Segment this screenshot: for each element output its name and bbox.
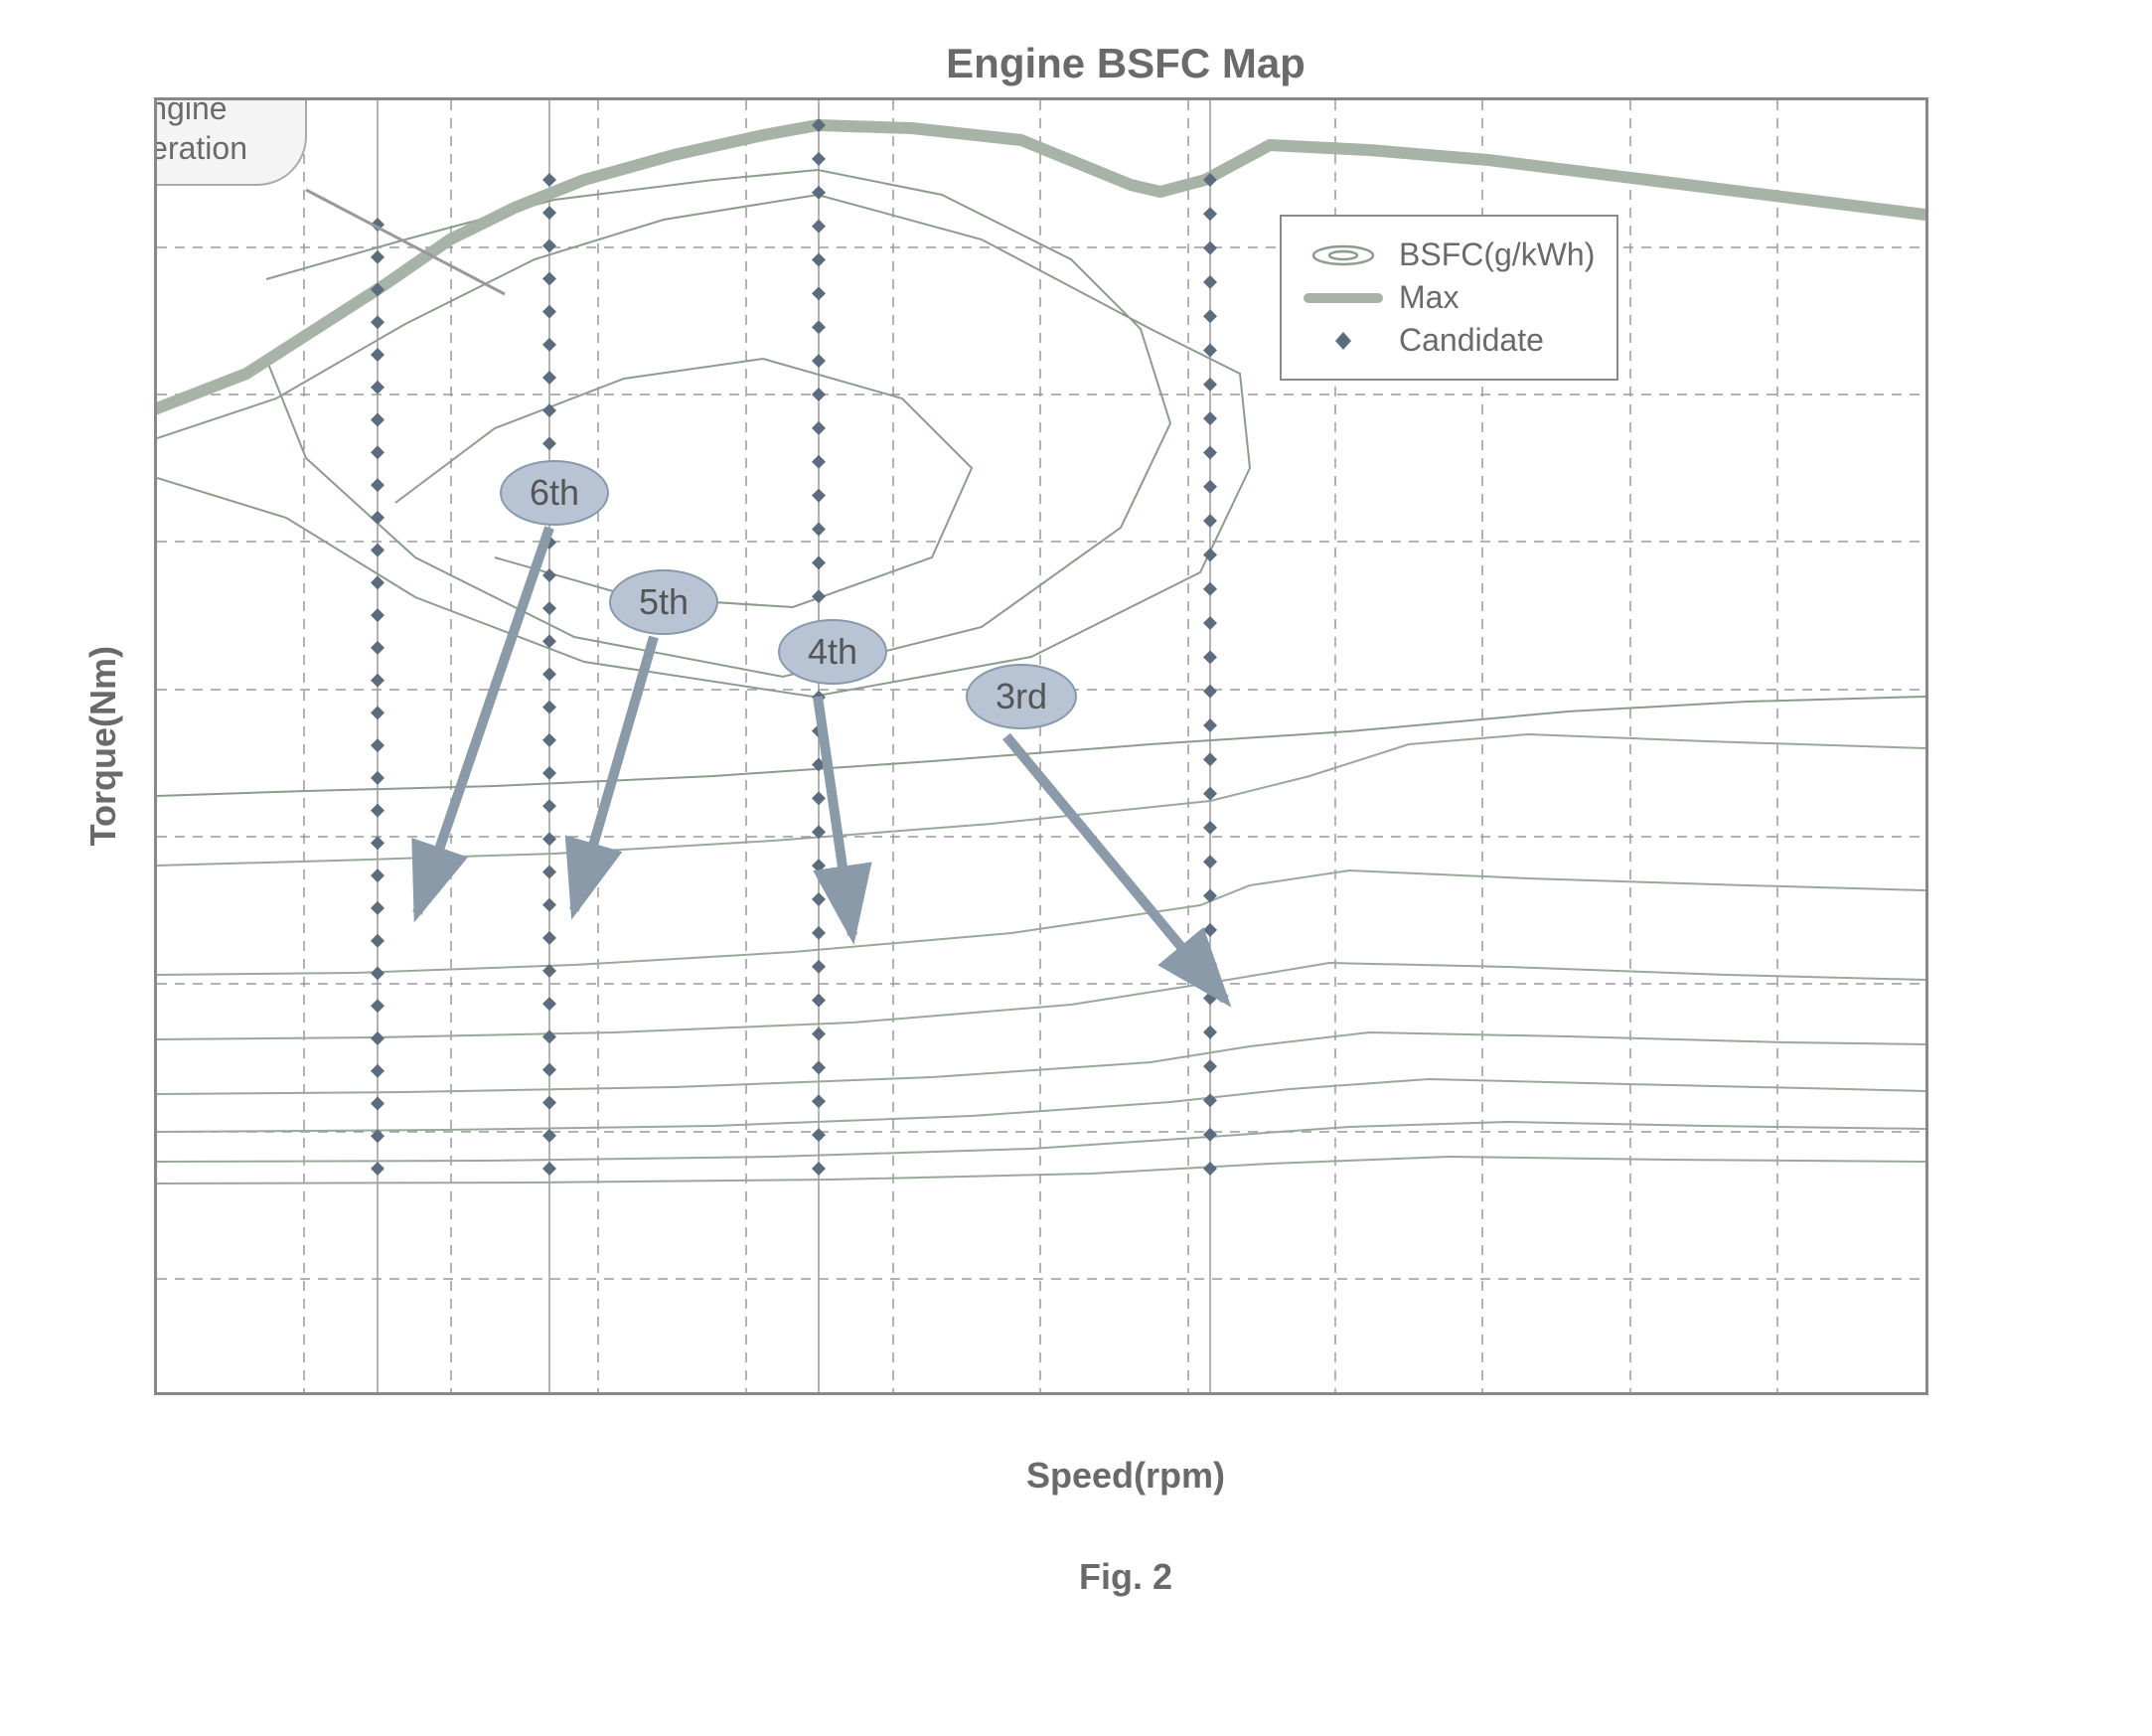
figure-caption: Fig. 2 [182,1556,2070,1598]
x-axis-label: Speed(rpm) [182,1455,2070,1497]
gear-label-4th: 4th [778,619,887,685]
chart-title: Engine BSFC Map [182,40,2070,87]
gear-label-3rd: 3rd [966,664,1077,729]
legend-item-bsfc: BSFC(g/kWh) [1304,237,1595,273]
legend-item-max: Max [1304,279,1595,316]
figure: Engine BSFC Map Torque(Nm) 6th5th 4th 3rd … [82,40,2070,1598]
gear-label-5th: 5th [609,569,718,635]
gear-label-6th: 6th [500,460,609,526]
legend-item-cand: Candidate [1304,322,1595,359]
plot-area: 6th5th 4th 3rd Candidates ofEngineOperatio… [154,97,1928,1395]
y-axis-label: Torque(Nm) [82,646,124,846]
plot-svg [157,100,1925,1392]
candidates-callout: Candidates ofEngineOperation [154,97,307,186]
legend: BSFC(g/kWh) Max Candidate [1280,215,1618,381]
plot-wrap: Torque(Nm) 6th5th 4th 3rd Candidates ofEng… [82,97,2070,1395]
